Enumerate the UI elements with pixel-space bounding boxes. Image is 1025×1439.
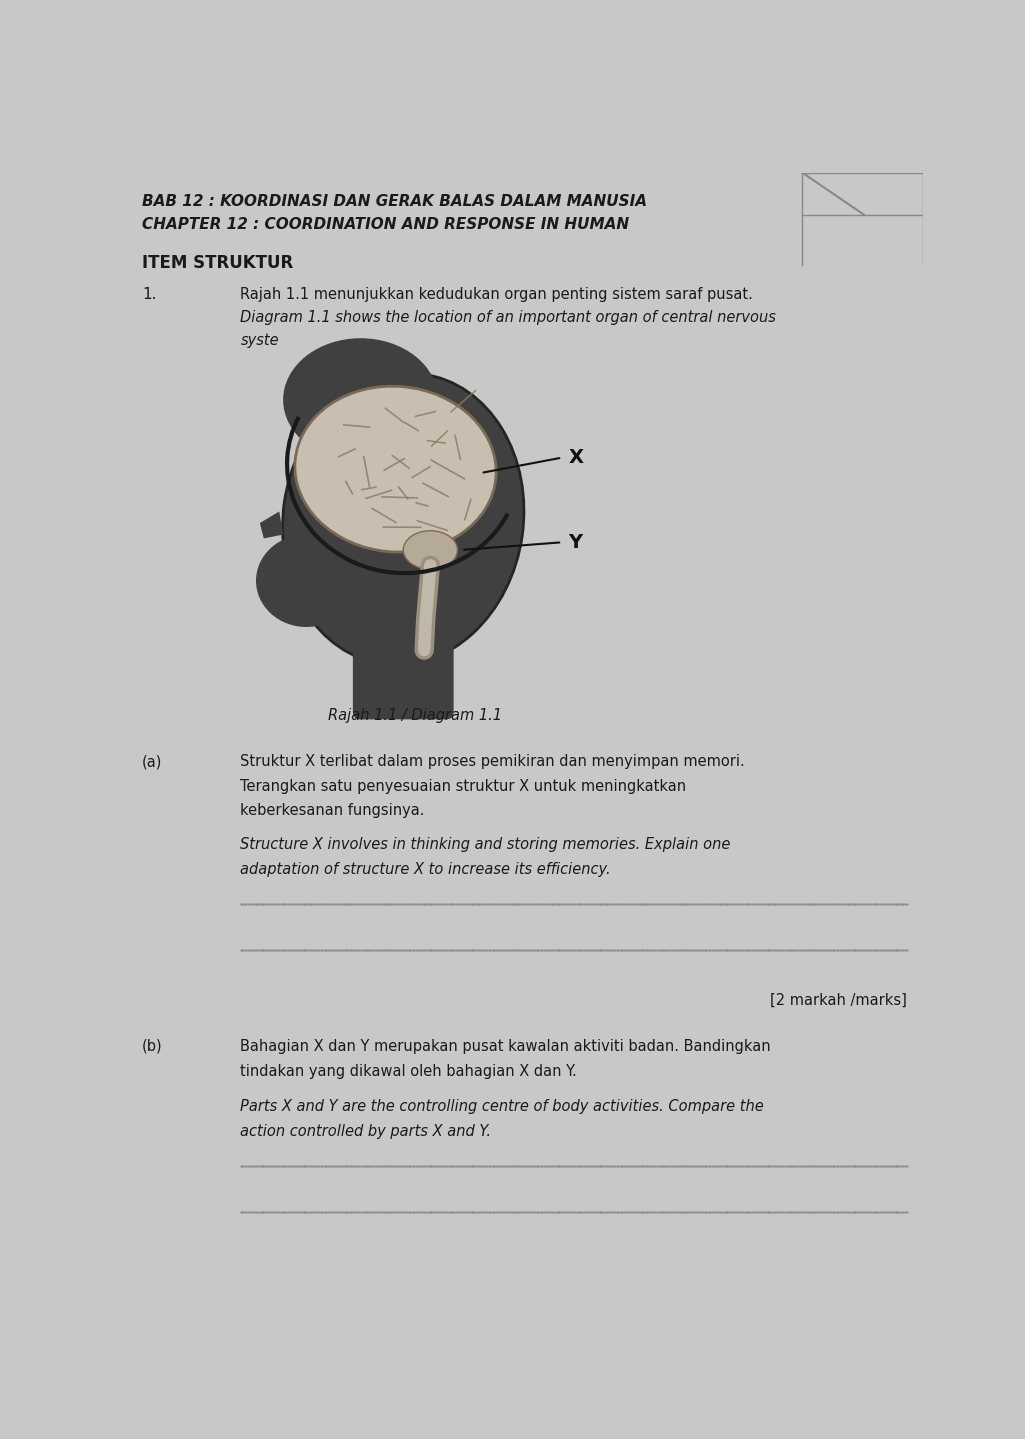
Text: Struktur X terlibat dalam proses pemikiran dan menyimpan memori.: Struktur X terlibat dalam proses pemikir… xyxy=(241,754,745,768)
Text: Rajah 1.1 / Diagram 1.1: Rajah 1.1 / Diagram 1.1 xyxy=(328,708,502,722)
Ellipse shape xyxy=(283,373,524,665)
Text: Structure X involves in thinking and storing memories. Explain one: Structure X involves in thinking and sto… xyxy=(241,837,731,852)
Text: (b): (b) xyxy=(142,1039,163,1053)
Text: X: X xyxy=(568,448,583,468)
Text: tindakan yang dikawal oleh bahagian X dan Y.: tindakan yang dikawal oleh bahagian X da… xyxy=(241,1063,577,1079)
Ellipse shape xyxy=(403,531,457,570)
Text: Diagram 1.1 shows the location of an important organ of central nervous: Diagram 1.1 shows the location of an imp… xyxy=(241,309,776,325)
Text: adaptation of structure X to increase its efficiency.: adaptation of structure X to increase it… xyxy=(241,862,611,876)
Text: Terangkan satu penyesuaian struktur X untuk meningkatkan: Terangkan satu penyesuaian struktur X un… xyxy=(241,778,687,794)
Polygon shape xyxy=(260,511,283,538)
Text: Parts X and Y are the controlling centre of body activities. Compare the: Parts X and Y are the controlling centre… xyxy=(241,1099,765,1114)
Text: Bahagian X dan Y merupakan pusat kawalan aktiviti badan. Bandingkan: Bahagian X dan Y merupakan pusat kawalan… xyxy=(241,1039,771,1053)
Text: Rajah 1.1 menunjukkan kedudukan organ penting sistem saraf pusat.: Rajah 1.1 menunjukkan kedudukan organ pe… xyxy=(241,286,753,302)
Text: (a): (a) xyxy=(142,754,162,768)
Text: action controlled by parts X and Y.: action controlled by parts X and Y. xyxy=(241,1124,492,1138)
Text: CHAPTER 12 : COORDINATION AND RESPONSE IN HUMAN: CHAPTER 12 : COORDINATION AND RESPONSE I… xyxy=(142,217,629,232)
Text: ITEM STRUKTUR: ITEM STRUKTUR xyxy=(142,253,293,272)
Text: BAB 12 : KOORDINASI DAN GERAK BALAS DALAM MANUSIA: BAB 12 : KOORDINASI DAN GERAK BALAS DALA… xyxy=(142,194,647,209)
Ellipse shape xyxy=(295,386,496,553)
Text: Y: Y xyxy=(568,532,582,551)
Ellipse shape xyxy=(256,534,357,627)
Ellipse shape xyxy=(283,338,438,462)
Text: syste: syste xyxy=(241,332,279,348)
FancyBboxPatch shape xyxy=(353,635,454,720)
Text: keberkesanan fungsinya.: keberkesanan fungsinya. xyxy=(241,803,425,819)
Text: [2 markah /marks]: [2 markah /marks] xyxy=(770,993,907,1007)
Text: 1.: 1. xyxy=(142,286,157,302)
